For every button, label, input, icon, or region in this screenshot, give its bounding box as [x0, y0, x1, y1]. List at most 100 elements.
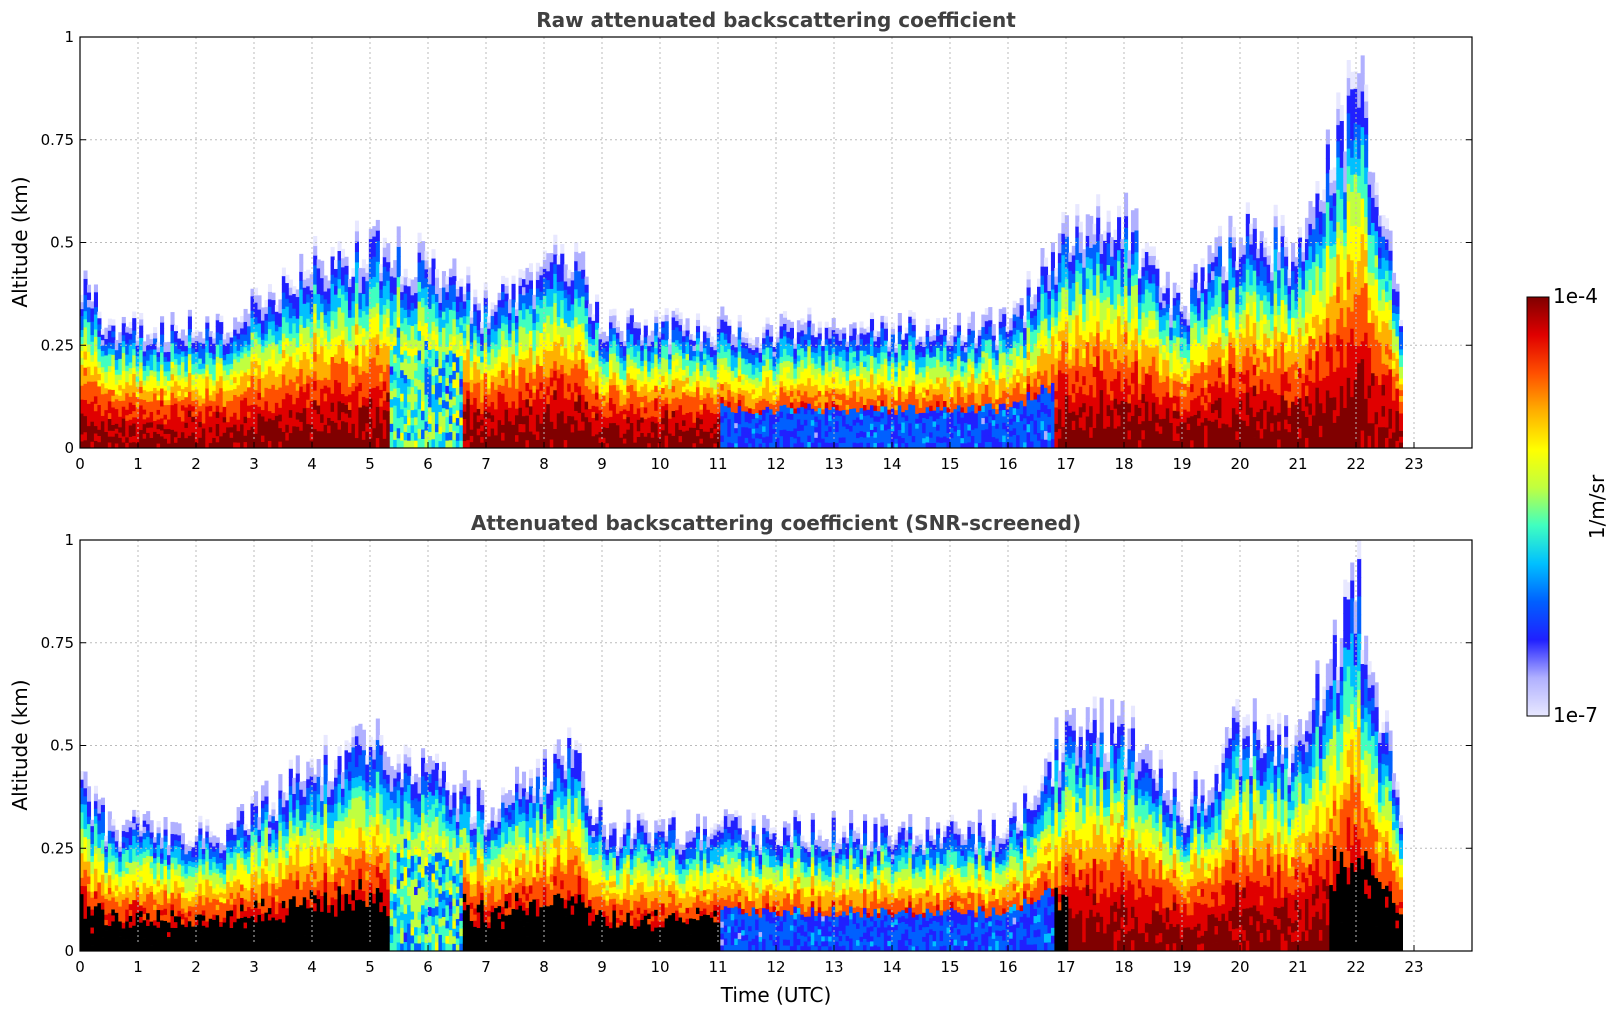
heatmap-cell	[344, 291, 349, 301]
heatmap-cell	[219, 357, 224, 365]
heatmap-cell	[448, 342, 453, 351]
heatmap-cell	[441, 295, 446, 304]
heatmap-cell	[709, 361, 714, 368]
heatmap-cell	[445, 354, 450, 363]
heatmap-cell	[233, 436, 238, 443]
heatmap-cell	[288, 317, 293, 326]
heatmap-cell	[626, 441, 631, 448]
heatmap-cell	[758, 428, 763, 435]
heatmap-cell	[765, 388, 770, 395]
heatmap-cell	[723, 321, 728, 328]
heatmap-cell	[149, 406, 154, 412]
heatmap-cell	[254, 287, 259, 296]
heatmap-cell	[476, 382, 481, 390]
heatmap-cell	[560, 271, 565, 282]
heatmap-cell	[100, 350, 105, 357]
heatmap-cell	[292, 330, 297, 339]
heatmap-cell	[602, 337, 607, 343]
heatmap-cell	[208, 389, 213, 396]
heatmap-cell	[769, 425, 774, 432]
heatmap-cell	[327, 440, 332, 448]
heatmap-cell	[299, 262, 304, 272]
heatmap-cell	[292, 352, 297, 361]
heatmap-cell	[539, 398, 544, 408]
heatmap-cell	[132, 379, 137, 387]
heatmap-cell	[668, 438, 673, 444]
heatmap-cell	[135, 432, 140, 439]
heatmap-cell	[706, 326, 711, 333]
heatmap-cell	[751, 374, 756, 380]
heatmap-cell	[814, 400, 819, 407]
heatmap-cell	[254, 411, 259, 420]
heatmap-cell	[180, 351, 185, 357]
heatmap-cell	[682, 330, 687, 337]
heatmap-cell	[831, 436, 836, 443]
heatmap-cell	[299, 271, 304, 281]
heatmap-cell	[212, 395, 217, 402]
heatmap-cell	[786, 343, 791, 350]
heatmap-cell	[574, 373, 579, 383]
heatmap-cell	[184, 381, 189, 387]
heatmap-cell	[201, 418, 206, 424]
heatmap-cell	[302, 311, 307, 320]
heatmap-cell	[441, 335, 446, 344]
heatmap-cell	[668, 383, 673, 390]
heatmap-cell	[149, 375, 154, 381]
heatmap-cell	[466, 307, 471, 317]
heatmap-cell	[734, 402, 739, 408]
heatmap-cell	[309, 282, 314, 291]
heatmap-cell	[257, 316, 262, 324]
heatmap-cell	[786, 430, 791, 437]
heatmap-cell	[153, 393, 158, 399]
heatmap-cell	[786, 442, 791, 448]
heatmap-cell	[702, 420, 707, 427]
heatmap-cell	[455, 334, 460, 343]
heatmap-cell	[532, 434, 537, 442]
heatmap-cell	[640, 370, 645, 377]
heatmap-cell	[285, 329, 290, 339]
heatmap-cell	[796, 349, 801, 356]
heatmap-cell	[626, 422, 631, 430]
heatmap-cell	[379, 272, 384, 282]
heatmap-cell	[699, 399, 704, 405]
heatmap-cell	[755, 382, 760, 388]
heatmap-cell	[810, 380, 815, 387]
heatmap-cell	[212, 332, 217, 339]
heatmap-cell	[372, 347, 377, 358]
heatmap-cell	[473, 383, 478, 391]
heatmap-cell	[327, 356, 332, 365]
heatmap-cell	[504, 440, 509, 448]
heatmap-cell	[786, 319, 791, 327]
heatmap-cell	[636, 345, 641, 352]
heatmap-cell	[153, 365, 158, 372]
heatmap-cell	[236, 321, 241, 328]
heatmap-cell	[327, 387, 332, 396]
heatmap-cell	[782, 410, 788, 418]
heatmap-cell	[602, 426, 607, 433]
heatmap-cell	[198, 437, 203, 444]
heatmap-cell	[379, 280, 384, 290]
heatmap-cell	[699, 341, 704, 347]
heatmap-cell	[699, 380, 704, 386]
heatmap-cell	[274, 324, 279, 332]
heatmap-cell	[316, 293, 321, 303]
heatmap-cell	[765, 394, 770, 401]
heatmap-cell	[86, 351, 92, 360]
heatmap-cell	[657, 421, 662, 428]
heatmap-cell	[260, 390, 266, 398]
heatmap-cell	[483, 282, 488, 291]
heatmap-cell	[167, 385, 172, 391]
heatmap-cell	[542, 277, 547, 287]
heatmap-cell	[358, 341, 363, 351]
heatmap-cell	[640, 350, 645, 356]
heatmap-cell	[473, 347, 478, 355]
heatmap-cell	[208, 416, 213, 422]
heatmap-cell	[226, 432, 231, 438]
heatmap-cell	[407, 417, 412, 426]
heatmap-cell	[863, 437, 868, 443]
heatmap-cell	[699, 360, 704, 367]
heatmap-cell	[441, 431, 446, 441]
heatmap-cell	[368, 388, 373, 399]
heatmap-cell	[180, 437, 185, 444]
heatmap-cell	[504, 362, 509, 371]
